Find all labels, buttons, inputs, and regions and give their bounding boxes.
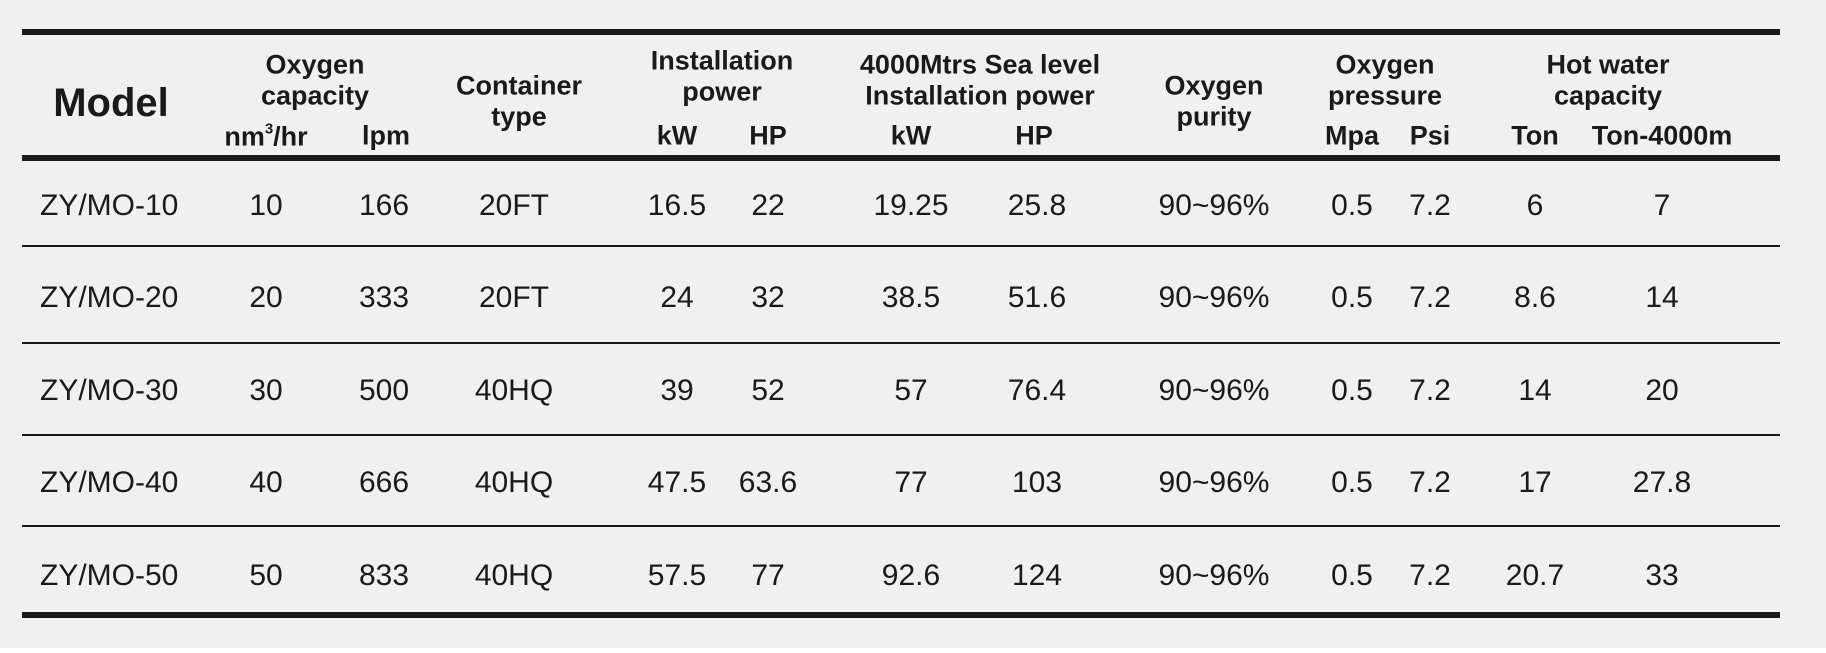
cell-hot-water-ton-4000m: 7 — [1653, 189, 1671, 222]
cell-container-type: 40HQ — [474, 559, 554, 592]
cell-oxygen-purity: 90~96% — [1158, 466, 1270, 499]
cell-capacity-lpm: 333 — [358, 281, 410, 314]
cell-container-type: 40HQ — [474, 466, 554, 499]
cell-container-type: 20FT — [478, 281, 550, 314]
header-oxygen-purity-line2: purity — [1176, 101, 1252, 132]
cell-oxygen-purity: 90~96% — [1158, 374, 1270, 407]
header-installation-power-line1: Installation — [650, 45, 794, 76]
cell-capacity-lpm: 166 — [358, 189, 410, 222]
header-unit-psi: Psi — [1409, 120, 1451, 151]
header-unit-nm3-hr: nm3/hr — [224, 120, 308, 152]
cell-sea-level-kw: 77 — [894, 466, 928, 499]
header-unit-kw: kW — [656, 120, 698, 151]
cell-capacity-nm3hr: 20 — [249, 281, 283, 314]
header-unit-ton-4000m: Ton-4000m — [1591, 120, 1733, 151]
cell-sea-level-kw: 57 — [894, 374, 928, 407]
cell-pressure-mpa: 0.5 — [1331, 559, 1373, 592]
table-top-rule — [22, 29, 1780, 35]
header-unit-hp: HP — [1015, 120, 1053, 151]
cell-power-hp: 32 — [751, 281, 785, 314]
cell-sea-level-kw: 92.6 — [881, 559, 941, 592]
cell-model: ZY/MO-40 — [40, 466, 179, 499]
cell-hot-water-ton: 17 — [1518, 466, 1552, 499]
cell-pressure-psi: 7.2 — [1409, 281, 1451, 314]
header-hot-water-line2: capacity — [1553, 80, 1663, 111]
header-model: Model — [53, 81, 169, 125]
header-unit-mpa: Mpa — [1325, 120, 1379, 151]
table-bottom-rule — [22, 612, 1780, 618]
cell-sea-level-hp: 51.6 — [1007, 281, 1067, 314]
cell-oxygen-purity: 90~96% — [1158, 559, 1270, 592]
cell-sea-level-hp: 76.4 — [1007, 374, 1067, 407]
cell-pressure-psi: 7.2 — [1409, 559, 1451, 592]
cell-pressure-mpa: 0.5 — [1331, 189, 1373, 222]
cell-sea-level-kw: 38.5 — [881, 281, 941, 314]
cell-capacity-nm3hr: 30 — [249, 374, 283, 407]
cell-power-hp: 63.6 — [738, 466, 798, 499]
header-sea-level-power-line1: 4000Mtrs Sea level — [859, 49, 1101, 80]
row-divider — [22, 245, 1780, 247]
cell-oxygen-purity: 90~96% — [1158, 189, 1270, 222]
cell-sea-level-hp: 25.8 — [1007, 189, 1067, 222]
cell-capacity-lpm: 833 — [358, 559, 410, 592]
cell-hot-water-ton: 8.6 — [1514, 281, 1556, 314]
cell-power-hp: 77 — [751, 559, 785, 592]
header-oxygen-capacity-line1: Oxygen — [265, 49, 365, 80]
cell-capacity-nm3hr: 50 — [249, 559, 283, 592]
row-divider — [22, 342, 1780, 344]
cell-power-kw: 47.5 — [647, 466, 707, 499]
header-oxygen-pressure-line2: pressure — [1327, 80, 1443, 111]
cell-power-kw: 16.5 — [647, 189, 707, 222]
row-divider — [22, 434, 1780, 436]
header-unit-hp: HP — [749, 120, 787, 151]
header-oxygen-pressure-line1: Oxygen — [1335, 49, 1435, 80]
cell-model: ZY/MO-10 — [40, 189, 179, 222]
cell-pressure-psi: 7.2 — [1409, 374, 1451, 407]
cell-container-type: 40HQ — [474, 374, 554, 407]
row-divider — [22, 525, 1780, 527]
cell-power-hp: 22 — [751, 189, 785, 222]
cell-pressure-mpa: 0.5 — [1331, 374, 1373, 407]
header-bottom-rule — [22, 155, 1780, 161]
cell-capacity-nm3hr: 10 — [249, 189, 283, 222]
header-unit-ton: Ton — [1511, 120, 1559, 151]
header-container-line1: Container — [455, 70, 583, 101]
cell-power-kw: 24 — [660, 281, 694, 314]
header-oxygen-purity-line1: Oxygen — [1164, 70, 1264, 101]
cell-model: ZY/MO-50 — [40, 559, 179, 592]
header-oxygen-capacity-line2: capacity — [260, 80, 370, 111]
cell-hot-water-ton-4000m: 20 — [1645, 374, 1679, 407]
header-unit-kw: kW — [890, 120, 932, 151]
cell-container-type: 20FT — [478, 189, 550, 222]
header-sea-level-power-line2: Installation power — [865, 80, 1095, 111]
cell-power-kw: 57.5 — [647, 559, 707, 592]
cell-sea-level-hp: 124 — [1011, 559, 1063, 592]
cell-sea-level-hp: 103 — [1011, 466, 1063, 499]
header-hot-water-line1: Hot water — [1546, 49, 1670, 80]
cell-pressure-psi: 7.2 — [1409, 466, 1451, 499]
cell-model: ZY/MO-30 — [40, 374, 179, 407]
cell-pressure-psi: 7.2 — [1409, 189, 1451, 222]
cell-hot-water-ton-4000m: 33 — [1645, 559, 1679, 592]
cell-hot-water-ton: 14 — [1518, 374, 1552, 407]
cell-capacity-nm3hr: 40 — [249, 466, 283, 499]
cell-oxygen-purity: 90~96% — [1158, 281, 1270, 314]
cell-sea-level-kw: 19.25 — [873, 189, 949, 222]
cell-hot-water-ton-4000m: 14 — [1645, 281, 1679, 314]
cell-power-hp: 52 — [751, 374, 785, 407]
header-container-line2: type — [491, 101, 547, 132]
cell-hot-water-ton-4000m: 27.8 — [1632, 466, 1692, 499]
cell-power-kw: 39 — [660, 374, 694, 407]
cell-capacity-lpm: 666 — [358, 466, 410, 499]
cell-pressure-mpa: 0.5 — [1331, 281, 1373, 314]
header-unit-lpm: lpm — [361, 120, 411, 151]
cell-pressure-mpa: 0.5 — [1331, 466, 1373, 499]
cell-model: ZY/MO-20 — [40, 281, 179, 314]
cell-hot-water-ton: 6 — [1526, 189, 1544, 222]
header-installation-power-line2: power — [682, 76, 762, 107]
cell-hot-water-ton: 20.7 — [1505, 559, 1565, 592]
cell-capacity-lpm: 500 — [358, 374, 410, 407]
